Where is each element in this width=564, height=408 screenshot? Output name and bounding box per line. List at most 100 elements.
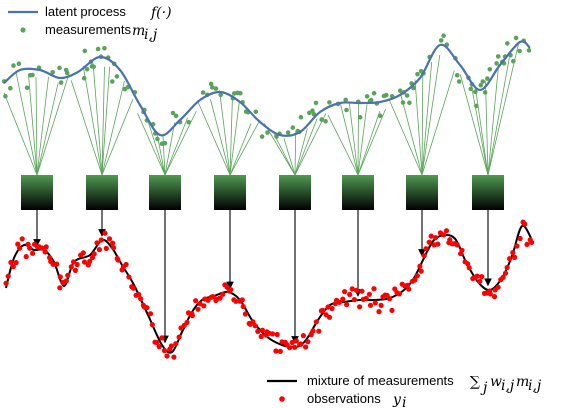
legend-measure-swatch <box>20 27 26 33</box>
fan-line <box>421 54 441 176</box>
measurement-dot <box>102 46 107 51</box>
observation-dot <box>435 241 441 247</box>
observation-dot <box>149 322 155 328</box>
observation-dot <box>504 264 510 271</box>
measurement-dot <box>404 93 410 98</box>
observation-dot <box>255 328 261 334</box>
measurement-dot <box>213 86 219 91</box>
measurement-dot <box>24 85 30 91</box>
observation-dot <box>161 348 168 354</box>
measurement-dot <box>368 97 374 103</box>
legend-obs-math: y <box>392 392 402 408</box>
observation-dot <box>347 291 353 298</box>
observation-dot <box>500 274 506 280</box>
measurement-dot <box>81 75 87 81</box>
observation-dot <box>423 246 429 252</box>
observation-dot <box>495 284 501 290</box>
measurement-dot <box>397 88 403 93</box>
latent-process-curve <box>3 40 531 137</box>
observation-dot <box>447 237 453 243</box>
observation-dot <box>154 339 160 345</box>
mixing-unit-box <box>21 175 53 210</box>
fan-line <box>294 113 327 176</box>
observation-dot <box>80 250 86 256</box>
measurement-dot <box>84 66 90 72</box>
observation-dot <box>123 261 129 268</box>
fan-line <box>35 77 38 176</box>
observation-dot <box>502 270 509 276</box>
fan-line <box>229 123 252 176</box>
observation-dot <box>454 242 460 248</box>
mixing-unit-box <box>214 175 246 210</box>
observation-dot <box>74 261 80 268</box>
observation-dot <box>274 331 280 338</box>
measurement-dot <box>468 86 474 92</box>
observation-dot <box>43 244 49 250</box>
observation-dot <box>29 250 36 256</box>
observation-dot <box>110 240 116 246</box>
fan-line <box>487 64 500 176</box>
fan-line <box>357 104 368 176</box>
observation-dot <box>242 311 248 317</box>
measurement-dot <box>253 109 259 115</box>
measurement-dot <box>82 48 88 54</box>
observation-dot <box>239 297 245 303</box>
fan-line <box>421 61 433 176</box>
measurement-dot <box>208 81 214 87</box>
observation-dot <box>443 228 450 234</box>
observation-dot <box>159 335 165 341</box>
fan-line <box>399 91 423 176</box>
observation-dot <box>173 341 179 347</box>
observation-dot <box>228 287 234 293</box>
fan-line <box>469 76 489 176</box>
measurement-dot <box>30 72 35 78</box>
observation-dot <box>465 261 471 267</box>
mixing-unit-box <box>279 175 311 210</box>
observation-dot <box>300 333 306 339</box>
observation-dot <box>106 236 113 242</box>
observation-dot <box>195 306 201 312</box>
measurement-dot <box>357 115 363 120</box>
observation-dot <box>387 296 393 302</box>
observation-dot <box>433 235 439 241</box>
measurement-dot <box>438 38 444 43</box>
observation-dot <box>349 286 355 292</box>
observation-dot <box>138 296 144 302</box>
observation-dot <box>367 302 374 308</box>
observation-dot <box>371 286 377 292</box>
measurement-dot <box>285 130 291 135</box>
fan-line <box>340 104 359 176</box>
observation-dot <box>96 247 102 253</box>
observation-dot <box>289 339 295 346</box>
measurement-dots <box>1 33 532 146</box>
measurement-dot <box>384 92 389 98</box>
measurement-dot <box>505 41 510 46</box>
fan-line <box>487 57 510 176</box>
observation-dot <box>522 221 528 227</box>
fan-line <box>421 73 424 176</box>
measurement-dot <box>323 118 328 124</box>
legend-mixture-label: mixture of measurements <box>307 373 454 388</box>
fan-line <box>15 70 38 176</box>
observation-dot <box>474 273 480 279</box>
measurement-dot <box>64 70 70 76</box>
observation-dot <box>372 300 378 306</box>
observation-dot <box>201 303 207 309</box>
measurement-dot <box>517 48 522 54</box>
observation-dot <box>340 296 346 302</box>
measurement-dot <box>454 73 460 78</box>
measurement-dot <box>110 79 115 84</box>
fan-line <box>36 76 49 176</box>
observation-dot <box>63 278 69 284</box>
measurement-dot <box>290 125 296 130</box>
fan-line <box>82 65 103 176</box>
measurement-dot <box>478 82 484 88</box>
fan-line <box>219 90 231 176</box>
fan-line <box>327 114 359 176</box>
measurement-dot <box>210 85 215 90</box>
observation-dot <box>418 268 424 274</box>
measurement-dot <box>218 92 223 98</box>
observation-dot <box>103 245 109 251</box>
fan-line <box>3 92 38 176</box>
observation-dot <box>421 253 427 259</box>
